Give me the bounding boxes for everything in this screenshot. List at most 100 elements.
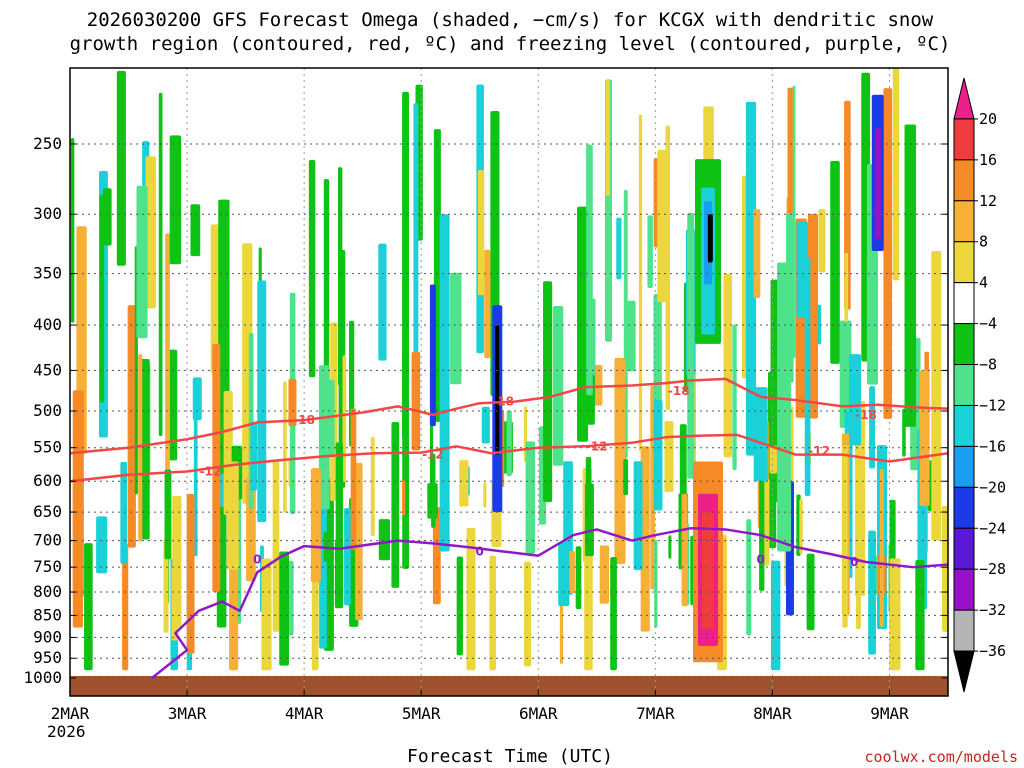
y-tick-label: 950 <box>33 648 62 667</box>
omega-streak <box>941 505 948 632</box>
omega-streak <box>261 558 272 671</box>
x-tick-label: 2MAR <box>51 704 90 723</box>
omega-streak <box>902 408 906 457</box>
omega-streak <box>723 273 732 458</box>
colorbar-label: 20 <box>979 110 997 128</box>
colorbar-cell <box>953 159 975 202</box>
colorbar-bottom-triangle <box>953 650 975 693</box>
omega-streak <box>769 445 778 474</box>
colorbar-cell <box>953 364 975 406</box>
omega-streak <box>817 304 822 345</box>
omega-streak <box>627 300 636 372</box>
omega-streak <box>70 137 75 323</box>
omega-streak <box>459 460 469 507</box>
colorbar-cell <box>953 527 975 570</box>
terrain <box>70 676 948 696</box>
colorbar-cell <box>953 486 975 529</box>
colorbar-cell <box>953 241 975 284</box>
contour--18-line <box>69 377 949 455</box>
omega-streak <box>892 68 900 281</box>
colorbar-top-triangle <box>953 77 975 120</box>
omega-streak <box>687 212 695 479</box>
colorbar-cell <box>953 404 975 447</box>
omega-streak <box>654 539 658 628</box>
omega-streak <box>879 468 884 627</box>
omega-streak <box>344 507 351 606</box>
y-tick-label: 350 <box>33 264 62 283</box>
y-tick-label: 450 <box>33 360 62 379</box>
y-tick-label: 500 <box>33 401 62 420</box>
omega-streak <box>450 272 462 385</box>
y-tick-label: 750 <box>33 557 62 576</box>
omega-streak <box>844 252 849 322</box>
y-tick-label: 850 <box>33 605 62 624</box>
x-tick-label: 7MAR <box>636 704 675 723</box>
y-axis-ticks: 250 300 350 400 450 500 550 600 650 700 750 800 850 9… <box>23 134 948 687</box>
x-tick-label: 3MAR <box>168 704 207 723</box>
omega-feature <box>288 378 297 427</box>
omega-streak <box>796 221 808 318</box>
contour-0-line <box>151 527 949 679</box>
omega-streak <box>229 548 239 671</box>
omega-streak <box>391 422 400 588</box>
omega-streak <box>122 544 129 671</box>
omega-streak <box>489 555 497 671</box>
x-year-label: 2026 <box>47 722 86 741</box>
omega-streak <box>318 365 330 510</box>
omega-streak <box>915 560 925 671</box>
omega-streak <box>411 351 421 451</box>
colorbar-label: 4 <box>979 274 988 292</box>
omega-streak <box>753 209 761 298</box>
omega-streak <box>158 92 163 437</box>
x-tick-label: 5MAR <box>402 704 441 723</box>
omega-feature <box>753 387 768 482</box>
omega-streak <box>335 442 344 597</box>
omega-streak <box>883 88 893 419</box>
omega-streak <box>169 135 182 265</box>
omega-streak <box>732 324 737 471</box>
y-tick-label: 1000 <box>23 668 62 687</box>
omega-streak <box>668 535 672 559</box>
omega-streak <box>138 354 143 542</box>
omega-streak <box>849 354 862 446</box>
omega-streak <box>120 461 128 564</box>
omega-streak <box>226 461 239 570</box>
colorbar-label: −36 <box>979 642 1006 660</box>
omega-streak <box>770 560 781 671</box>
omega-streak <box>745 101 757 456</box>
omega-streak <box>506 410 512 477</box>
omega-streak <box>483 482 487 508</box>
colorbar-label: 8 <box>979 233 988 251</box>
colorbar-label: 16 <box>979 151 997 169</box>
contour--12-label: -12 <box>586 439 608 453</box>
colorbar-cell <box>953 282 975 325</box>
plot-frame <box>69 67 949 697</box>
omega-streak <box>250 421 258 491</box>
omega-streak <box>746 519 752 636</box>
omega-streak <box>647 215 653 289</box>
omega-streak <box>355 462 363 621</box>
colorbar-label: 12 <box>979 192 997 210</box>
omega-streak <box>413 103 419 406</box>
contour--18-label: -18 <box>293 413 315 427</box>
y-tick-label: 700 <box>33 531 62 550</box>
omega-streak <box>102 188 112 246</box>
colorbar-label: −12 <box>979 396 1006 414</box>
omega-streak <box>889 558 901 671</box>
omega-streak <box>481 406 490 444</box>
omega-streak <box>605 80 610 196</box>
omega-streak <box>72 390 84 598</box>
x-axis-ticks: 2MAR 3MAR 4MAR 5MAR 6MAR 7MAR 8MAR 9MAR <box>51 690 909 723</box>
omega-feature <box>439 214 450 552</box>
omega-streak <box>350 408 357 550</box>
omega-streak <box>319 482 327 649</box>
omega-streak <box>664 421 674 493</box>
omega-streak <box>127 305 136 548</box>
contour-0-label: 0 <box>253 552 261 566</box>
omega-streak <box>401 480 406 516</box>
omega-streak <box>584 547 593 671</box>
omega-streak <box>283 381 287 513</box>
x-tick-label: 6MAR <box>519 704 558 723</box>
colorbar-cell <box>953 118 975 161</box>
